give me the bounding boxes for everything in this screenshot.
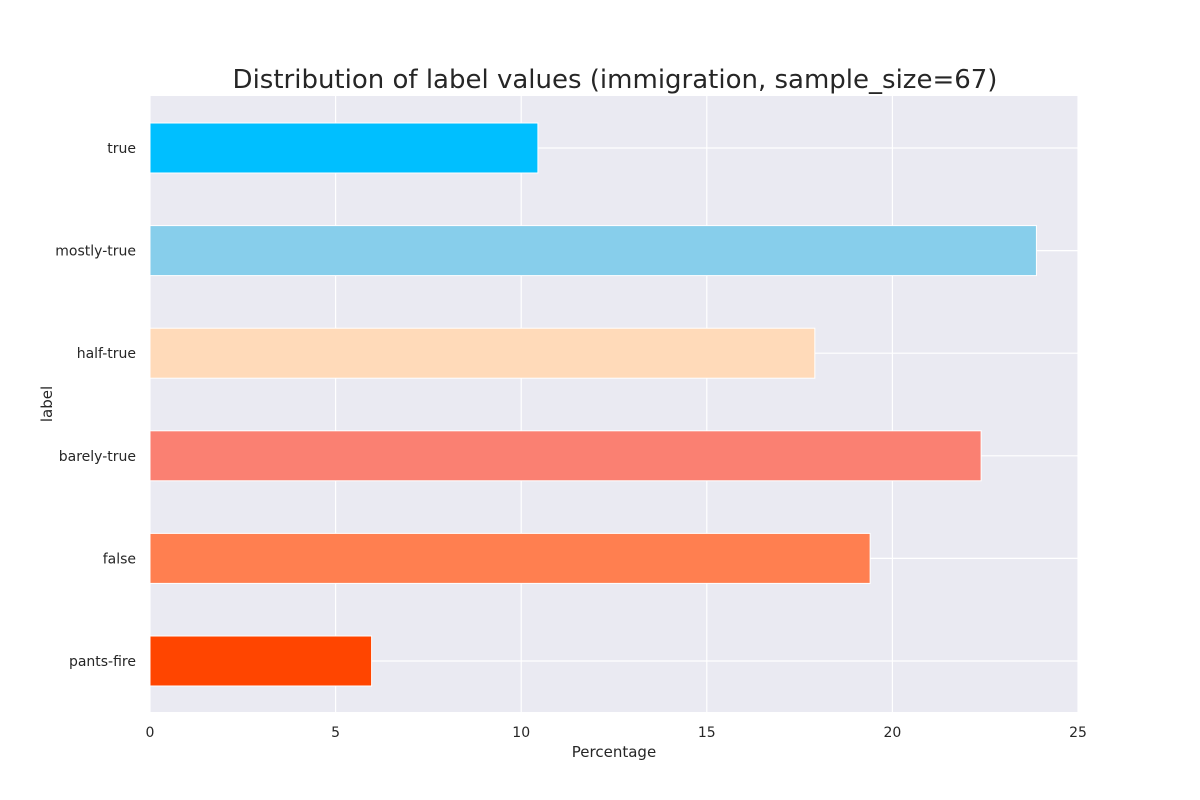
x-tick-label: 25 [1069,725,1087,741]
bar-mostly-true [149,225,1037,277]
x-axis-label: Percentage [572,743,656,761]
y-tick-label: half-true [77,346,136,362]
x-tick-label: 5 [331,725,340,741]
x-tick-label: 0 [146,725,155,741]
y-tick-label: true [107,141,136,157]
bar-barely-true [149,430,982,482]
x-tick-label: 15 [698,725,716,741]
bars [149,122,1037,687]
y-axis-label: label [38,386,56,422]
y-tick-label: barely-true [59,449,136,465]
bar-pants-fire [149,635,373,687]
y-tick-label: mostly-true [55,244,136,260]
y-tick-label: false [103,551,136,567]
y-tick-label: pants-fire [69,654,136,670]
plot-area [150,96,1078,712]
bar-half-true [149,327,816,379]
tick-labels: 0 5 10 15 20 25 true mostly-true half-true barely… [55,141,1087,741]
bar-true [149,122,539,174]
bar-false [149,532,871,584]
x-tick-label: 10 [512,725,530,741]
chart-title: Distribution of label values (immigratio… [233,65,998,95]
x-tick-label: 20 [883,725,901,741]
